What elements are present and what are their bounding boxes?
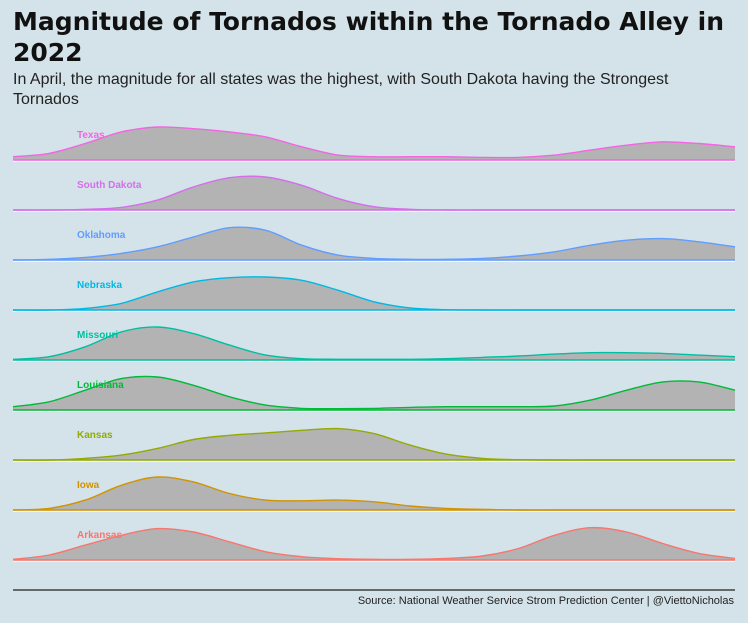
ridge-arkansas: Arkansas bbox=[12, 526, 736, 562]
ridge-line-missouri bbox=[12, 326, 736, 361]
chart-title: Magnitude of Tornados within the Tornado… bbox=[13, 7, 725, 67]
ridge-line-texas bbox=[12, 126, 736, 159]
ridge-area-louisiana bbox=[13, 376, 735, 410]
ridge-line-iowa bbox=[12, 476, 735, 511]
ridge-label-south-dakota: South Dakota bbox=[77, 180, 142, 191]
ridge-nebraska: Nebraska bbox=[12, 276, 735, 312]
ridge-kansas: Kansas bbox=[12, 427, 735, 462]
ridge-line-kansas bbox=[12, 427, 735, 461]
ridge-texas: Texas bbox=[12, 126, 736, 162]
source-credit: Source: National Weather Service Strom P… bbox=[357, 595, 734, 607]
ridge-line-south-dakota bbox=[12, 175, 735, 211]
ridge-louisiana: Louisiana bbox=[12, 375, 736, 412]
ridge-oklahoma: Oklahoma bbox=[12, 226, 736, 262]
ridge-label-louisiana: Louisiana bbox=[77, 380, 124, 391]
chart-subtitle: In April, the magnitude for all states w… bbox=[13, 71, 669, 108]
ridge-area-nebraska bbox=[13, 276, 735, 311]
ridge-area-kansas bbox=[13, 428, 735, 461]
ridge-label-nebraska: Nebraska bbox=[77, 280, 122, 291]
ridge-label-texas: Texas bbox=[77, 130, 105, 141]
ridge-line-louisiana bbox=[12, 375, 736, 410]
ridge-iowa: Iowa bbox=[12, 476, 735, 512]
ridge-area-texas bbox=[13, 126, 735, 160]
ridge-label-oklahoma: Oklahoma bbox=[77, 230, 126, 241]
ridge-label-kansas: Kansas bbox=[77, 430, 113, 441]
ridge-area-iowa bbox=[13, 476, 735, 511]
ridge-line-oklahoma bbox=[12, 226, 736, 261]
ridge-south-dakota: South Dakota bbox=[12, 175, 735, 212]
ridge-line-arkansas bbox=[12, 526, 736, 561]
ridge-area-south-dakota bbox=[13, 176, 735, 211]
ridge-label-missouri: Missouri bbox=[77, 330, 118, 341]
ridge-area-missouri bbox=[13, 326, 735, 360]
ridge-line-nebraska bbox=[12, 276, 735, 311]
ridge-label-iowa: Iowa bbox=[77, 480, 100, 491]
ridge-label-arkansas: Arkansas bbox=[77, 530, 122, 541]
ridge-missouri: Missouri bbox=[12, 326, 736, 362]
